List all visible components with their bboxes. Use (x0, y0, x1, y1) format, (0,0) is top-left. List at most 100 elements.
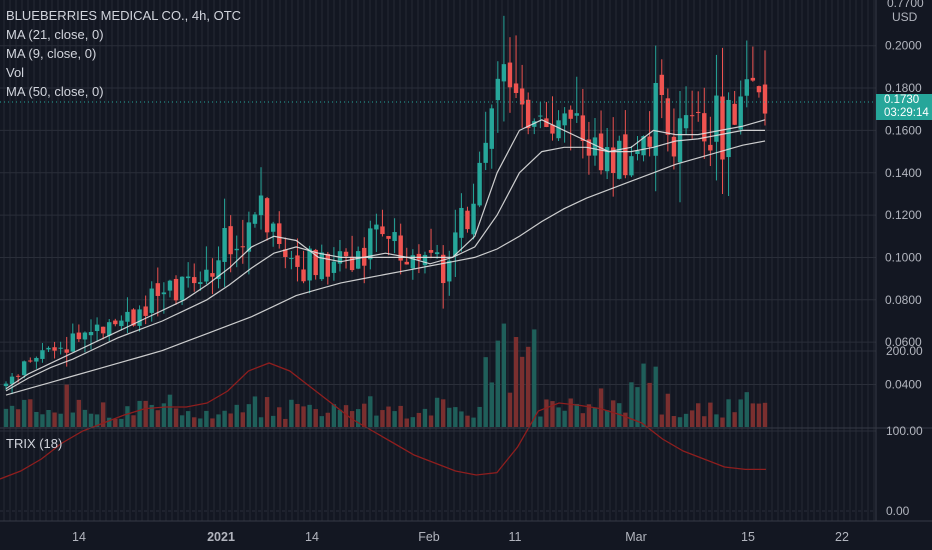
volume-bar (538, 416, 543, 427)
volume-bar (404, 418, 409, 427)
volume-bar (252, 396, 258, 427)
volume-bar (258, 417, 264, 427)
time-axis-tick: 14 (305, 530, 319, 544)
volume-bar (738, 399, 743, 427)
candle-body (525, 99, 531, 129)
volume-bar (434, 397, 440, 427)
volume-bar (40, 414, 45, 427)
candle-body (64, 349, 69, 353)
volume-bar (337, 409, 343, 427)
volume-bar (70, 412, 75, 427)
volume-bar (192, 417, 197, 427)
candle-body (155, 283, 160, 296)
candle-body (46, 347, 51, 350)
candle-body (313, 249, 318, 276)
candle-body (720, 96, 725, 160)
volume-bar (550, 401, 555, 427)
candle-body (550, 124, 555, 134)
candle-body (185, 276, 191, 279)
candle-body (659, 74, 664, 95)
volume-bar (477, 406, 482, 427)
candle-body (440, 254, 446, 284)
candle-body (604, 147, 610, 172)
candle-body (689, 115, 695, 117)
candle-body (708, 144, 713, 151)
volume-bar (52, 412, 57, 427)
candle-body (173, 278, 179, 301)
candle-body (131, 309, 136, 326)
trix-axis-tick: 100.00 (886, 424, 923, 438)
candle-body (331, 261, 337, 273)
volume-bar (525, 346, 531, 427)
candle-body (307, 248, 312, 281)
volume-bar (447, 407, 452, 427)
candle-body (34, 357, 39, 362)
candle-body (483, 142, 488, 163)
candle-body (58, 347, 63, 349)
volume-bar (143, 400, 148, 427)
trix-line (0, 362, 766, 480)
candle-body (277, 223, 282, 244)
legend-ma50[interactable]: MA (50, close, 0) (6, 84, 104, 99)
volume-bar (289, 399, 294, 427)
volume-bar (313, 409, 318, 427)
volume-bar (343, 405, 349, 427)
price-axis-tick: 0.1800 (885, 81, 922, 95)
candle-body (665, 98, 671, 135)
volume-bar (113, 418, 118, 427)
candle-body (210, 273, 215, 277)
candle-body (179, 276, 185, 301)
price-axis-tick: 0.1200 (885, 208, 922, 222)
candle-body (325, 253, 331, 277)
volume-bar (234, 404, 239, 427)
volume-bar (714, 414, 719, 427)
candle-body (447, 260, 452, 282)
volume-bar (689, 410, 695, 427)
volume-bar (307, 404, 312, 427)
trix-axis-tick: 0.00 (886, 504, 910, 518)
volume-bar (544, 399, 549, 427)
candle-body (22, 361, 27, 376)
legend-trix[interactable]: TRIX (18) (6, 436, 63, 451)
candle-body (544, 118, 549, 128)
volume-bar (580, 413, 586, 427)
candle-body (556, 120, 561, 139)
price-axis-tick: 0.0400 (885, 378, 922, 392)
candle-body (70, 333, 75, 352)
candle-body (76, 332, 82, 340)
candle-body (513, 83, 519, 93)
volume-bar (28, 399, 33, 427)
legend-ma9[interactable]: MA (9, close, 0) (6, 46, 97, 61)
volume-bar (604, 410, 610, 427)
candle-body (398, 235, 403, 261)
time-axis-tick: 14 (72, 530, 86, 544)
price-axis-tick: 0.1600 (885, 123, 922, 137)
candle-body (216, 260, 221, 279)
candle-body (653, 82, 658, 156)
candle-body (100, 326, 106, 334)
legend-vol[interactable]: Vol (6, 65, 25, 80)
volume-bar (708, 402, 713, 427)
volume-bar (386, 406, 391, 427)
volume-bar (380, 410, 385, 427)
volume-bar (76, 399, 82, 427)
volume-bar (756, 403, 762, 427)
candle-body (94, 324, 100, 332)
candle-body (40, 350, 45, 359)
candle-body (562, 113, 567, 126)
volume-bar (270, 415, 276, 427)
legend-ma21[interactable]: MA (21, close, 0) (6, 27, 104, 42)
volume-bar (179, 415, 185, 427)
price-axis-tick: 0.1400 (885, 166, 922, 180)
volume-bar (277, 407, 282, 427)
candle-body (683, 115, 689, 129)
candle-body (635, 150, 640, 155)
candle-body (167, 280, 173, 291)
candle-body (113, 320, 118, 325)
volume-bar (295, 403, 300, 427)
volume-bar (58, 413, 63, 427)
volume-bar (471, 417, 476, 427)
volume-bar (459, 411, 464, 427)
candle-body (750, 77, 756, 81)
